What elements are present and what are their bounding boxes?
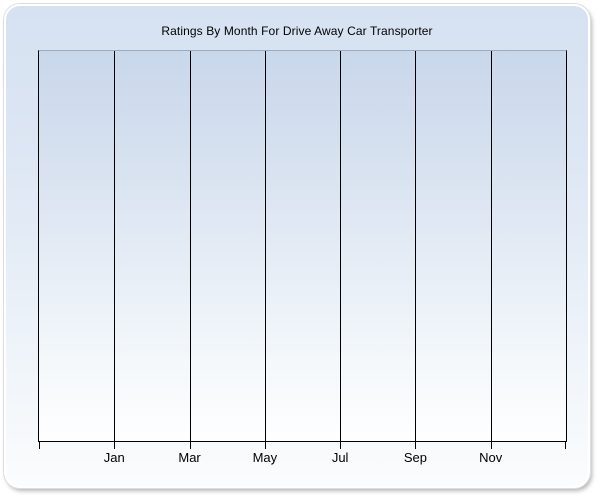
x-axis-label: Jul [331, 450, 349, 465]
plot-area: Jan Mar May Jul Sep Nov [38, 50, 567, 465]
x-axis-tick [565, 441, 566, 449]
gridline [264, 51, 266, 441]
x-axis-label: Mar [178, 450, 201, 465]
x-axis-tick [415, 441, 417, 449]
x-axis-label: Jan [103, 450, 125, 465]
gridline [340, 51, 342, 441]
x-axis-tick [114, 441, 116, 449]
x-axis-tick [264, 441, 266, 449]
x-axis-label: Nov [479, 450, 503, 465]
x-axis-label: May [252, 450, 278, 465]
gridline [114, 51, 116, 441]
x-axis-label: Sep [403, 450, 427, 465]
gridline [189, 51, 191, 441]
x-axis-tick [340, 441, 342, 449]
chart-panel: Ratings By Month For Drive Away Car Tran… [4, 4, 590, 488]
x-axis-tick [490, 441, 492, 449]
x-axis-tick [189, 441, 191, 449]
gridline [490, 51, 492, 441]
x-axis-tick [39, 441, 40, 449]
chart-title: Ratings By Month For Drive Away Car Tran… [161, 24, 433, 38]
gridline [415, 51, 417, 441]
